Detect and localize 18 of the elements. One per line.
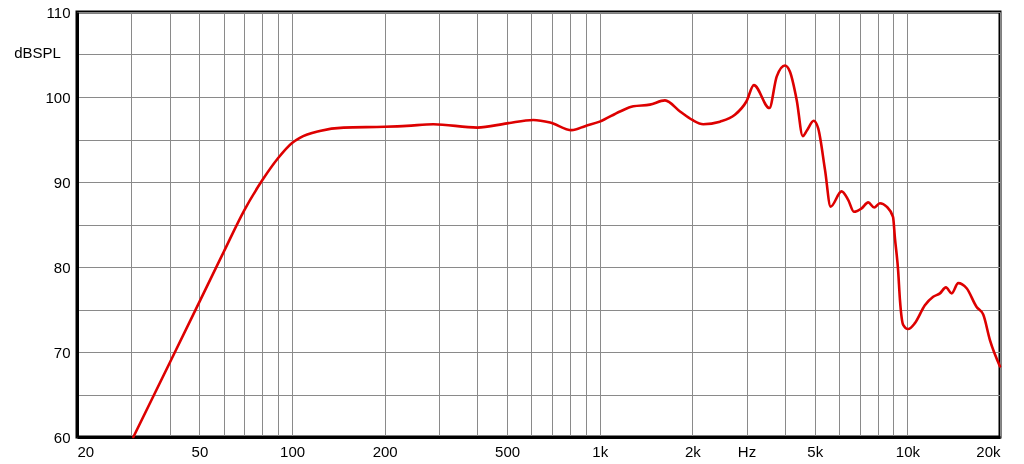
x-tick-label: 5k: [807, 442, 824, 460]
y-tick-label: 60: [53, 428, 71, 446]
x-tick-label: 200: [372, 442, 398, 460]
x-tick-label: Hz: [737, 442, 757, 460]
x-tick-label: 20: [77, 442, 95, 460]
x-tick-label: 50: [191, 442, 209, 460]
x-tick-label: 1k: [592, 442, 609, 460]
x-tick-label: 100: [280, 442, 306, 460]
y-tick-label: 100: [45, 88, 71, 106]
y-tick-label: 80: [53, 258, 71, 276]
x-tick-label: 20k: [976, 442, 1001, 460]
y-axis-title: dBSPL: [14, 43, 61, 61]
y-tick-label: 110: [46, 3, 71, 21]
x-tick-label: 10k: [895, 442, 921, 460]
y-tick-label: 90: [53, 173, 71, 191]
y-tick-label: 70: [53, 343, 71, 361]
x-tick-label: 500: [495, 442, 521, 460]
x-tick-label: 2k: [684, 442, 702, 460]
